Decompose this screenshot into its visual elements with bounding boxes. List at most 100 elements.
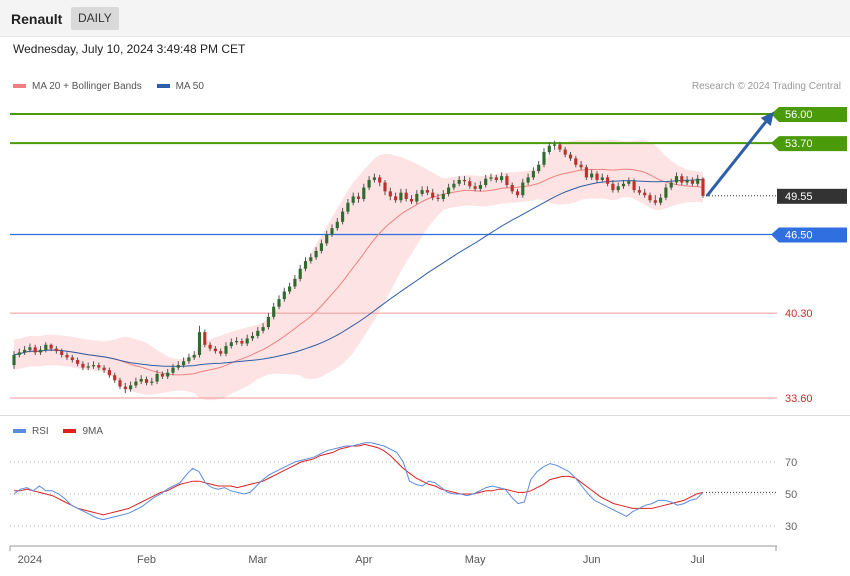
candle-body (23, 349, 27, 353)
candle-body (54, 348, 58, 352)
timeframe-badge[interactable]: DAILY (71, 7, 119, 30)
candle-body (107, 370, 111, 376)
legend-item-bollinger: MA 20 + Bollinger Bands (13, 81, 142, 92)
candle-body (60, 351, 64, 355)
ma50-line (13, 179, 704, 367)
candle-body (351, 196, 355, 203)
bollinger-band (14, 139, 703, 401)
candle-body (600, 177, 604, 180)
candle-body (436, 197, 440, 199)
candle-body (272, 306, 276, 317)
candle-body (118, 380, 122, 387)
candle-body (378, 177, 382, 183)
candle-body (595, 173, 599, 180)
legend-label-ma50: MA 50 (175, 81, 204, 92)
candle-body (415, 193, 419, 202)
candle-body (674, 176, 679, 183)
candle-body (293, 278, 297, 287)
resistance-label-56.00: 56.00 (785, 109, 813, 121)
candle-body (44, 344, 48, 350)
candle-body (144, 379, 149, 383)
credit-text: Research © 2024 Trading Central (691, 81, 841, 92)
candle-body (341, 211, 345, 222)
candle-body (203, 332, 207, 345)
candle-body (346, 202, 350, 212)
candle-body (664, 187, 668, 198)
candle-body (91, 365, 96, 367)
current-price-tag (777, 188, 847, 204)
x-tick-label-feb: Feb (137, 554, 156, 566)
candle-body (648, 195, 652, 201)
legend-label-9ma: 9MA (82, 426, 104, 437)
candle-body (637, 190, 641, 193)
rsi-line (13, 442, 704, 521)
candle-body (245, 338, 249, 344)
candle-body (102, 367, 106, 371)
candle-body (266, 316, 270, 328)
legend-swatch-bollinger (13, 84, 26, 89)
candle-body (182, 361, 186, 366)
candle-body (621, 183, 626, 187)
candle-body (38, 349, 43, 353)
resistance-label-53.70: 53.70 (785, 138, 813, 150)
pane-divider (0, 415, 850, 416)
candle-body (134, 381, 138, 386)
candle-body (659, 197, 663, 203)
candle-body (261, 327, 265, 331)
candle-body (447, 187, 451, 194)
candle-body (129, 385, 133, 390)
candle-body (113, 375, 117, 381)
candle-body (319, 243, 323, 251)
candle-body (425, 190, 429, 193)
candle-body (420, 190, 424, 194)
legend-item-ma50: MA 50 (156, 81, 204, 92)
candle-body (229, 342, 233, 347)
support-tag-46.50 (771, 227, 847, 243)
candle-body (12, 354, 16, 366)
candle-body (65, 354, 69, 358)
candle-body (123, 386, 127, 390)
rsi-tick-label-70: 70 (785, 457, 797, 469)
candle-body (197, 332, 202, 355)
rsi-tick-label-30: 30 (785, 521, 797, 533)
resistance-tag-53.70 (771, 136, 847, 152)
candle-body (372, 177, 376, 180)
candle-body (473, 186, 477, 189)
candle-body (431, 192, 435, 198)
candle-body (86, 366, 90, 368)
candle-body (611, 183, 615, 191)
legend-label-rsi: RSI (32, 426, 49, 437)
candle-body (643, 192, 647, 196)
current-price-label: 49.55 (785, 191, 813, 203)
candle-body (547, 145, 551, 153)
candle-body (696, 178, 700, 184)
candle-body (150, 381, 154, 383)
projection-arrow-shaft (705, 113, 774, 197)
legend-swatch-rsi (13, 429, 26, 434)
candle-body (690, 179, 694, 184)
candle-body (563, 149, 567, 155)
candle-body (139, 379, 143, 382)
candle-body (515, 191, 520, 196)
candle-body (510, 185, 514, 192)
candle-body (521, 182, 525, 196)
level-label-33.60: 33.60 (785, 393, 813, 405)
candle-body (653, 200, 657, 203)
candle-body (489, 177, 493, 179)
candle-body (76, 360, 80, 364)
candle-body (452, 183, 456, 188)
x-tick-label-may: May (465, 554, 486, 566)
candle-body (685, 179, 689, 183)
candle-body (579, 164, 583, 168)
candle-body (680, 176, 684, 183)
candle-body (208, 344, 212, 349)
candle-body (81, 363, 85, 368)
x-tick-label-jul: Jul (691, 554, 705, 566)
candle-body (441, 193, 445, 199)
candle-body (256, 330, 260, 336)
candle-body (362, 187, 366, 199)
ma20-line (13, 168, 704, 376)
rsi-tick-label-50: 50 (785, 489, 797, 501)
candle-body (558, 144, 562, 150)
